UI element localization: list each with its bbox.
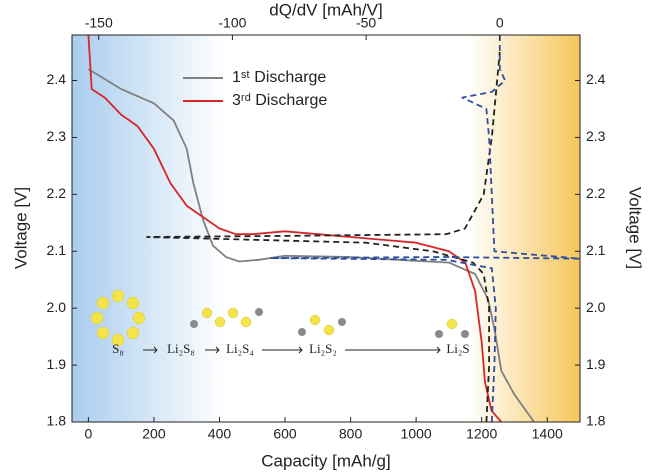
x-tick-label: 400 (208, 426, 232, 442)
annotation: Li₂S₄ (226, 341, 254, 356)
y-tick-label: 1.9 (47, 356, 67, 372)
x2-tick-label: -100 (218, 15, 246, 31)
y-tick-label: 2.2 (47, 185, 67, 201)
y-tick-label: 2.4 (47, 71, 67, 87)
x-tick-label: 600 (273, 426, 297, 442)
y2-tick-label: 1.8 (586, 413, 606, 429)
series-line (87, 68, 535, 422)
annotation: Li₂S (446, 341, 469, 356)
x-tick-label: 800 (339, 426, 363, 442)
y2-tick-label: 1.9 (586, 356, 606, 372)
molecules (90, 289, 469, 354)
y2-tick-label: 2.0 (586, 299, 606, 315)
y2-tick-label: 2.3 (586, 128, 606, 144)
x-tick-label: 1400 (532, 426, 563, 442)
x-tick-label: 0 (84, 426, 92, 442)
x2-tick-label: 0 (496, 15, 504, 31)
y2-axis-label: Voltage [V] (626, 187, 645, 269)
legend-label: 1ˢᵗ Discharge (232, 69, 326, 86)
x2-axis-label: dQ/dV [mAh/V] (269, 0, 382, 19)
x-tick-label: 1000 (401, 426, 432, 442)
y2-tick-label: 2.1 (586, 242, 606, 258)
series-line (269, 35, 580, 422)
y-axis-label: Voltage [V] (11, 187, 30, 269)
y-tick-label: 2.1 (47, 242, 67, 258)
x-tick-label: 1200 (466, 426, 497, 442)
series-line (87, 35, 502, 422)
y-tick-label: 1.8 (47, 413, 67, 429)
x2-tick-label: -150 (85, 15, 113, 31)
x2-tick-label: -50 (356, 15, 376, 31)
annotation: Li₂S₈ (167, 341, 195, 356)
plot-area (87, 35, 580, 422)
annotation: Li₂S₂ (309, 341, 337, 356)
series-line (146, 52, 501, 422)
y-tick-label: 2.3 (47, 128, 67, 144)
x-tick-label: 200 (142, 426, 166, 442)
y2-tick-label: 2.2 (586, 185, 606, 201)
legend-label: 3ʳᵈ Discharge (232, 92, 327, 109)
annotation: S₈ (112, 341, 124, 356)
y2-tick-label: 2.4 (586, 71, 606, 87)
y-tick-label: 2.0 (47, 299, 67, 315)
plot-frame (71, 34, 581, 423)
x-axis-label: Capacity [mAh/g] (261, 451, 390, 470)
